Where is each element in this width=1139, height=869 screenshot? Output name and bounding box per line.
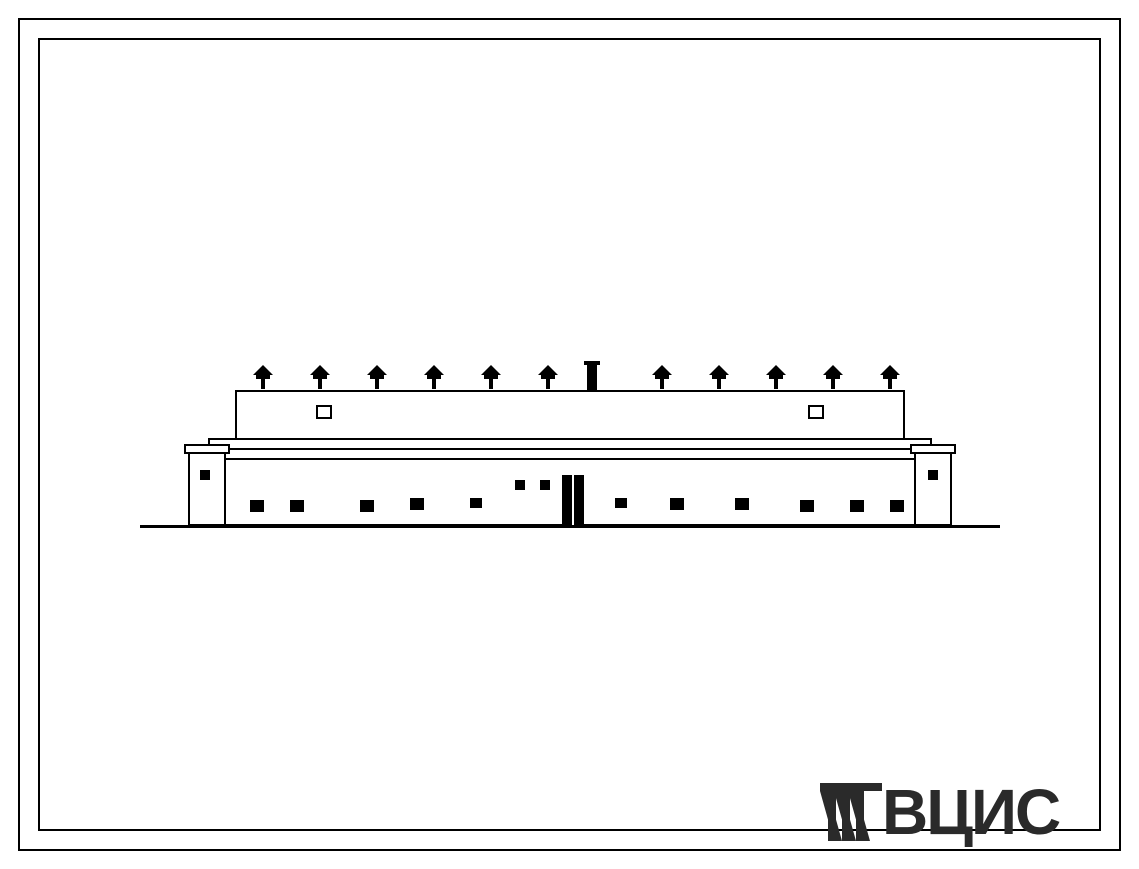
- roof-vent: [769, 365, 783, 391]
- end-tower-right: [914, 452, 952, 526]
- window: [290, 500, 304, 512]
- logo-mark-icon: [820, 783, 882, 841]
- roof-vent: [313, 365, 327, 391]
- door-divider: [572, 475, 574, 525]
- window: [250, 500, 264, 512]
- end-tower-left: [188, 452, 226, 526]
- window: [515, 480, 525, 490]
- roof-vent: [370, 365, 384, 391]
- logo: ВЦИС: [820, 775, 1059, 849]
- roof-vent: [883, 365, 897, 391]
- clerestory: [235, 390, 905, 440]
- roof-vent: [256, 365, 270, 391]
- clerestory-window: [316, 405, 332, 419]
- logo-text: ВЦИС: [882, 775, 1059, 849]
- roof-vent: [541, 365, 555, 391]
- window: [360, 500, 374, 512]
- end-tower-left-cap: [184, 444, 230, 454]
- roof-vent: [427, 365, 441, 391]
- roof-vent: [655, 365, 669, 391]
- window: [670, 498, 684, 510]
- window: [470, 498, 482, 508]
- end-tower-right-cap: [910, 444, 956, 454]
- window: [890, 500, 904, 512]
- window: [800, 500, 814, 512]
- tower-window: [928, 470, 938, 480]
- roof-vent: [712, 365, 726, 391]
- cornice-line: [208, 448, 932, 450]
- window: [735, 498, 749, 510]
- roof-vent: [826, 365, 840, 391]
- window: [540, 480, 550, 490]
- clerestory-window: [808, 405, 824, 419]
- window: [850, 500, 864, 512]
- tower-window: [200, 470, 210, 480]
- window: [410, 498, 424, 510]
- roof-vent: [484, 365, 498, 391]
- roof-vent: [585, 365, 599, 391]
- window: [615, 498, 627, 508]
